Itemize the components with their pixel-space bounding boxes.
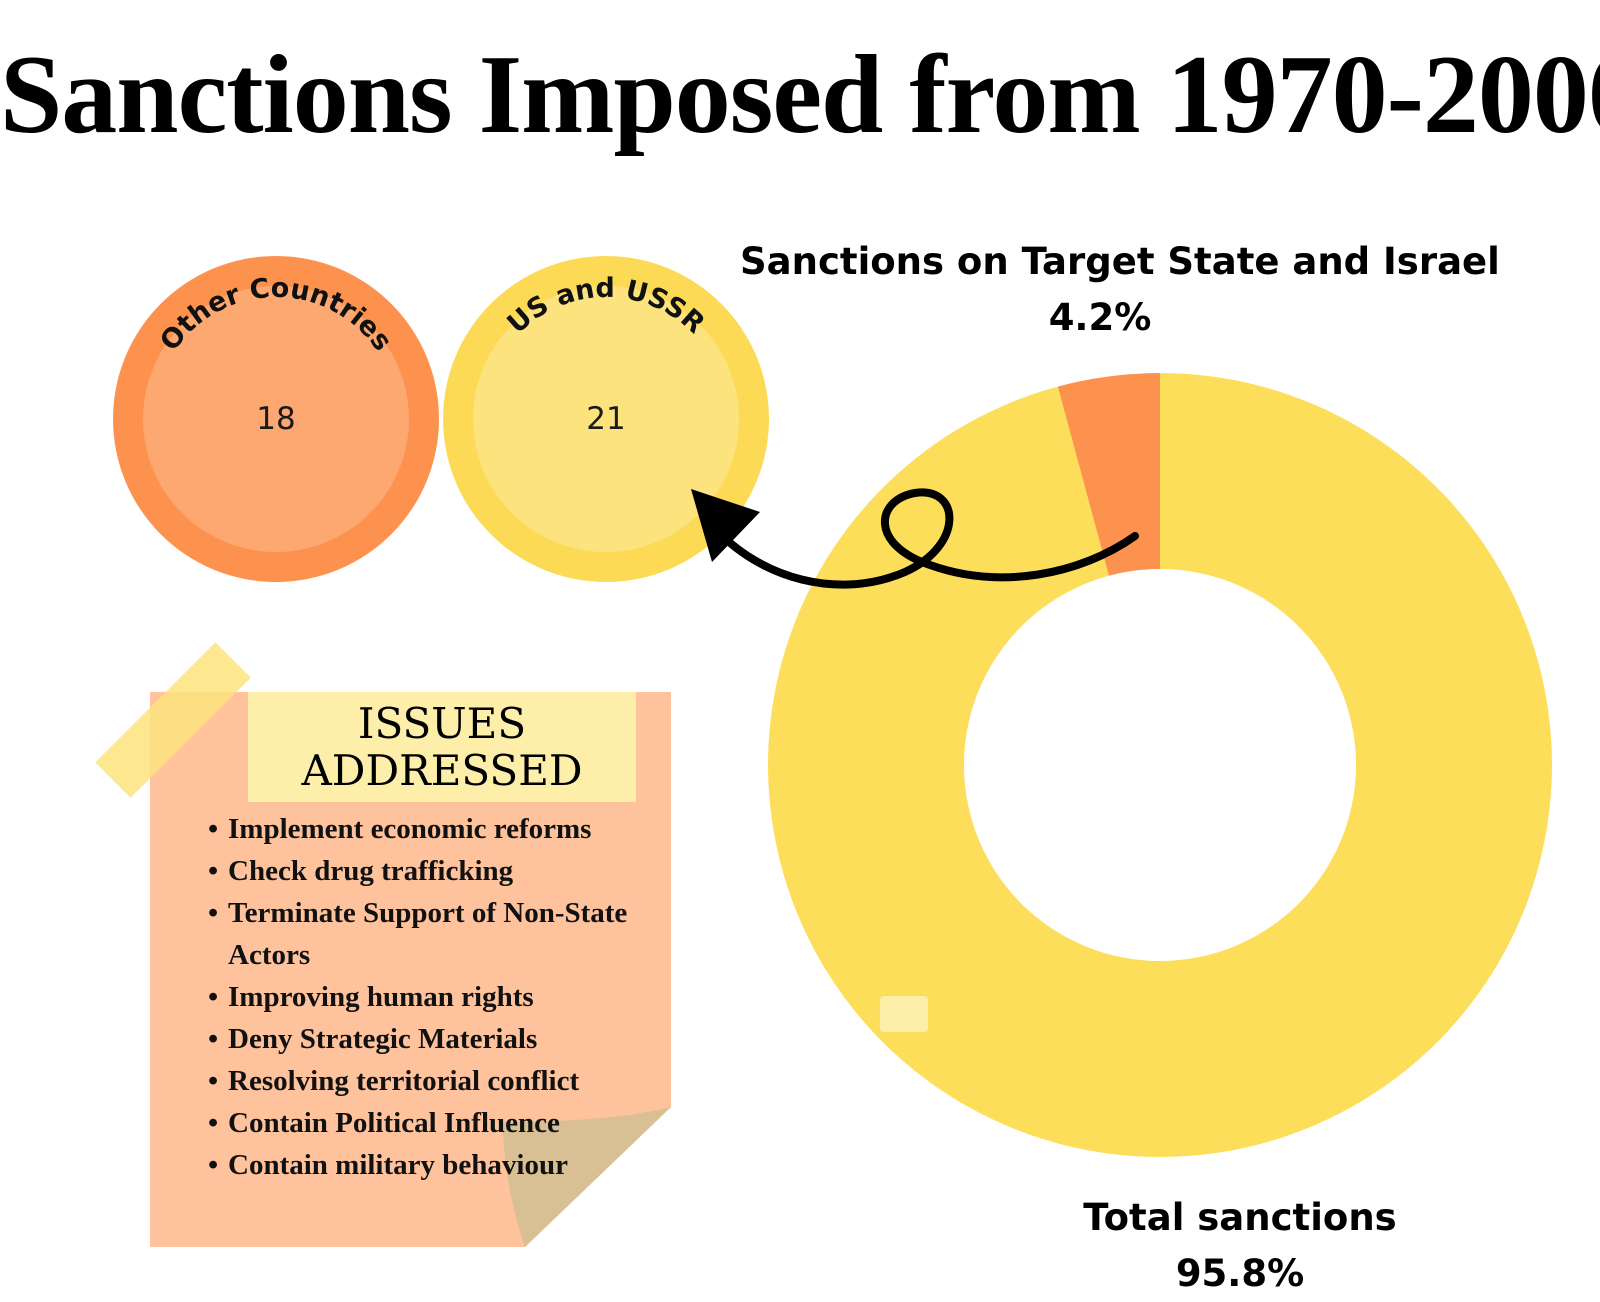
- issues-heading: ISSUES ADDRESSED: [248, 692, 636, 802]
- slice-value-total: 95.8%: [1175, 1252, 1305, 1295]
- other-countries-bubble: 18 Other Countries: [113, 256, 439, 582]
- page-title: Sanctions Imposed from 1970-2000: [0, 33, 1600, 157]
- issue-item: Contain military behaviour: [208, 1144, 638, 1186]
- issue-item: Resolving territorial conflict: [208, 1060, 638, 1102]
- issue-item: Deny Strategic Materials: [208, 1018, 638, 1060]
- slice-name-target-state: Sanctions on Target State and Israel: [740, 240, 1500, 283]
- issue-item: Terminate Support of Non-State Actors: [208, 892, 638, 976]
- issues-heading-line1: ISSUES: [357, 699, 527, 748]
- us-ussr-arc-label: US and USSR: [502, 273, 711, 340]
- issues-list: Implement economic reformsCheck drug tra…: [208, 808, 638, 1186]
- other-countries-value: 18: [256, 401, 296, 437]
- slice-name-total: Total sanctions: [1083, 1196, 1397, 1239]
- other-countries-arc-label: Other Countries: [154, 273, 398, 357]
- small-note-icon: [880, 996, 928, 1032]
- issue-item: Improving human rights: [208, 976, 638, 1018]
- issues-heading-line2: ADDRESSED: [301, 746, 583, 795]
- issue-item: Check drug trafficking: [208, 850, 638, 892]
- slice-value-target-state: 4.2%: [1048, 296, 1152, 339]
- us-ussr-value: 21: [586, 401, 626, 437]
- slice-label-target-state: Sanctions on Target State and Israel 4.2…: [740, 234, 1500, 346]
- other-countries-bubble-inner: [143, 286, 409, 552]
- us-ussr-bubble: 21 US and USSR: [443, 256, 769, 582]
- slice-label-total: Total sanctions 95.8%: [1000, 1190, 1480, 1302]
- issue-item: Implement economic reforms: [208, 808, 638, 850]
- issue-item: Contain Political Influence: [208, 1102, 638, 1144]
